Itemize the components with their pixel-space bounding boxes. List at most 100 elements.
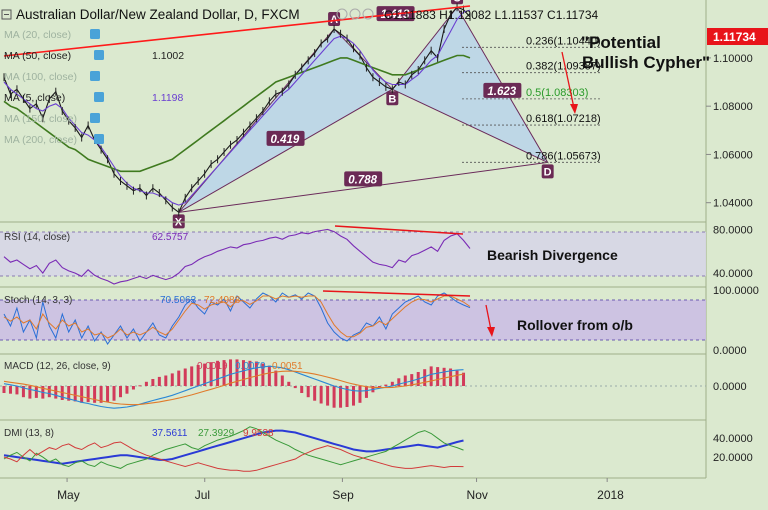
rsi-y-axis: 40.0000 80.0000 — [713, 224, 753, 280]
macd-signal-value: 0.0051 — [272, 361, 303, 372]
macd-hist-bar — [8, 386, 12, 394]
pattern-point-c-bg — [451, 0, 464, 5]
settings-icon[interactable] — [336, 8, 348, 20]
x-tick-label: Sep — [332, 488, 354, 502]
stoch-y-tick-label: 100.0000 — [713, 285, 759, 297]
price-badge-bg — [707, 28, 768, 45]
macd-hist-bar — [47, 386, 51, 398]
dmi-y-tick-label: 40.0000 — [713, 433, 753, 445]
macd-hist-bar — [358, 386, 362, 403]
price-y-tick-label: 1.08000 — [713, 101, 753, 113]
upper-trendline — [3, 5, 471, 57]
x-axis: May Jul Sep Nov 2018 — [0, 477, 706, 502]
pattern-point-b: B — [388, 93, 396, 105]
macd-hist-bar — [183, 368, 187, 386]
macd-hist-bar — [86, 386, 90, 403]
visibility-toggle-icon[interactable] — [94, 50, 104, 60]
symbol-title: Australian Dollar/New Zealand Dollar, D,… — [16, 7, 300, 22]
dmi-label: DMI (13, 8) — [4, 428, 54, 439]
macd-y-tick-label: 0.0000 — [713, 381, 747, 393]
dmi-plus-line — [3, 426, 464, 469]
overlay-label: MA (20, close) — [4, 29, 71, 41]
stoch-divergence-line — [322, 290, 471, 297]
macd-hist-bar — [2, 386, 6, 393]
overlay-indicator-labels: MA (20, close) MA (50, close) 1.1002 MA (10… — [4, 29, 184, 146]
macd-hist-bar — [216, 360, 220, 386]
macd-hist-bar — [455, 370, 459, 386]
macd-hist-bar — [28, 386, 32, 399]
stoch-down-arrow-icon — [487, 327, 495, 337]
macd-hist-bar — [462, 372, 466, 386]
macd-hist-bar — [442, 367, 446, 386]
ratio-label: 0.788 — [348, 174, 377, 186]
macd-hist-bar — [80, 386, 84, 403]
macd-hist-value: 0.0019 — [197, 361, 228, 372]
macd-hist-bar — [267, 365, 271, 386]
overlay-label: MA (50, close) — [4, 50, 71, 62]
macd-hist-bar — [287, 381, 291, 386]
eye-icon[interactable] — [349, 8, 361, 20]
overlay-label: MA (100, close) — [4, 71, 77, 83]
fib-level-label: 0.236(1.10440) — [526, 35, 601, 47]
ohlc-readout: O1.11883 H1.12082 L1.11537 C1.11734 — [384, 8, 599, 22]
stoch-annotation: Rollover from o/b — [517, 317, 633, 333]
macd-hist-bar — [293, 386, 297, 389]
gear-icon[interactable] — [362, 8, 374, 20]
header: Australian Dollar/New Zealand Dollar, D,… — [1, 7, 599, 22]
macd-hist-bar — [157, 376, 161, 386]
macd-hist-bar — [21, 386, 25, 398]
macd-hist-bar — [222, 360, 226, 386]
ratio-label-bg — [483, 82, 522, 98]
macd-hist-bar — [196, 365, 200, 386]
price-y-axis: 1.04000 1.06000 1.08000 1.10000 — [706, 53, 753, 210]
x-tick-label: Nov — [467, 488, 488, 502]
macd-hist-bar — [54, 386, 58, 399]
fib-level-label: 0.382(1.09387) — [526, 61, 601, 73]
visibility-toggle-icon[interactable] — [90, 71, 100, 81]
visibility-toggle-icon[interactable] — [94, 92, 104, 102]
macd-hist-bar — [300, 386, 304, 393]
macd-hist-bar — [332, 386, 336, 408]
macd-hist-bar — [254, 361, 258, 386]
macd-hist-bar — [209, 362, 213, 386]
x-tick-labels: May Jul Sep Nov 2018 — [57, 478, 624, 502]
macd-hist-bar — [131, 386, 135, 390]
macd-hist-bar — [73, 386, 77, 402]
stoch-label: Stoch (14, 3, 3) — [4, 295, 72, 306]
down-arrow-icon — [570, 104, 578, 114]
collapse-icon[interactable] — [1, 9, 12, 20]
stoch-arrow-line — [485, 304, 492, 331]
visibility-toggle-icon[interactable] — [94, 134, 104, 144]
macd-hist-bar — [99, 386, 103, 403]
macd-hist-bar — [339, 386, 343, 408]
macd-hist-bar — [280, 375, 284, 386]
macd-y-axis: 0.0000 — [713, 381, 747, 393]
macd-hist-bar — [138, 385, 142, 387]
macd-hist-bar — [352, 386, 355, 406]
price-badge: 1.11734 — [707, 28, 768, 45]
visibility-toggle-icon[interactable] — [90, 113, 100, 123]
rsi-annotation: Bearish Divergence — [487, 247, 618, 263]
ratio-label: 1.623 — [487, 86, 516, 98]
rsi-divergence-line — [334, 225, 464, 235]
ratio-label-bg — [344, 171, 383, 187]
visibility-toggle-icon[interactable] — [90, 29, 100, 39]
macd-hist-bar — [190, 366, 194, 386]
macd-hist-bar — [177, 370, 181, 386]
pattern-point-d-bg — [541, 164, 554, 179]
stoch-d-line — [3, 295, 471, 339]
macd-hist-bar — [241, 360, 245, 386]
macd-hist-bar — [106, 386, 110, 403]
macd-label: MACD (12, 26, close, 9) — [4, 361, 111, 372]
down-arrow-line — [561, 51, 575, 109]
x-tick-label: Jul — [195, 488, 210, 502]
macd-hist-bar — [410, 374, 414, 386]
macd-hist-bar — [248, 360, 252, 386]
dmi-minus-value: 9.9538 — [243, 428, 274, 439]
stoch-series — [3, 292, 471, 345]
overlay-value: 1.1198 — [152, 92, 183, 104]
ratio-label-bg — [266, 130, 305, 146]
macd-hist-bar — [164, 375, 168, 386]
dmi-minus-line — [3, 441, 464, 472]
